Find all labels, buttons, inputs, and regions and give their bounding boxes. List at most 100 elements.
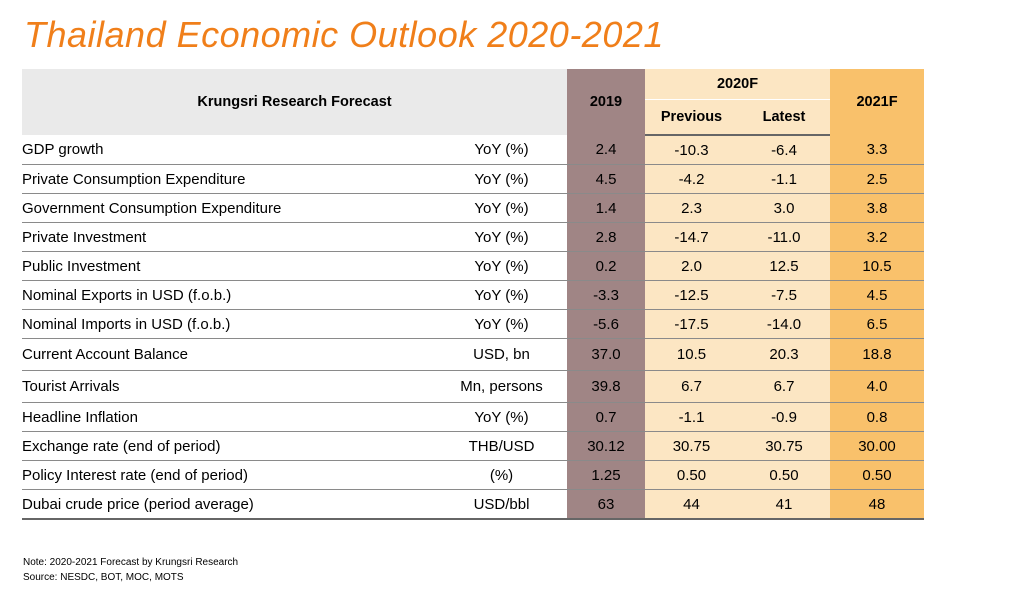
indicator-cell: Government Consumption Expenditure xyxy=(22,193,436,223)
indicator-cell: Nominal Exports in USD (f.o.b.) xyxy=(22,280,436,310)
table-row: Nominal Exports in USD (f.o.b.) YoY (%) -3… xyxy=(22,280,924,310)
value-latest-cell: 3.0 xyxy=(738,193,830,223)
value-previous-cell: 6.7 xyxy=(645,370,738,403)
forecast-table: Krungsri Research Forecast 2019 2020F 20… xyxy=(22,69,924,520)
unit-cell: YoY (%) xyxy=(436,280,567,310)
table-row: Tourist Arrivals Mn, persons 39.8 6.7 6.7 4.0 xyxy=(22,370,924,403)
indicator-cell: Dubai crude price (period average) xyxy=(22,489,436,520)
value-2021f-cell: 3.2 xyxy=(830,222,924,252)
unit-cell: USD, bn xyxy=(436,338,567,371)
value-2019-cell: 37.0 xyxy=(567,338,645,371)
indicator-cell: Private Consumption Expenditure xyxy=(22,164,436,194)
value-latest-cell: -14.0 xyxy=(738,309,830,339)
indicator-cell: Tourist Arrivals xyxy=(22,370,436,403)
value-previous-cell: 2.3 xyxy=(645,193,738,223)
value-latest-cell: -7.5 xyxy=(738,280,830,310)
indicator-cell: Headline Inflation xyxy=(22,402,436,432)
indicator-cell: Nominal Imports in USD (f.o.b.) xyxy=(22,309,436,339)
unit-cell: YoY (%) xyxy=(436,193,567,223)
value-2019-cell: 2.8 xyxy=(567,222,645,252)
source-text: Source: NESDC, BOT, MOC, MOTS xyxy=(23,572,184,583)
value-previous-cell: 0.50 xyxy=(645,460,738,490)
value-previous-cell: -12.5 xyxy=(645,280,738,310)
value-2021f-cell: 4.5 xyxy=(830,280,924,310)
value-previous-cell: -1.1 xyxy=(645,402,738,432)
header-previous: Previous xyxy=(645,99,738,136)
value-2019-cell: -3.3 xyxy=(567,280,645,310)
value-latest-cell: 6.7 xyxy=(738,370,830,403)
value-previous-cell: -17.5 xyxy=(645,309,738,339)
value-latest-cell: 20.3 xyxy=(738,338,830,371)
value-latest-cell: 41 xyxy=(738,489,830,520)
table-row: Government Consumption Expenditure YoY (%… xyxy=(22,193,924,223)
unit-cell: YoY (%) xyxy=(436,222,567,252)
indicator-cell: Private Investment xyxy=(22,222,436,252)
indicator-cell: Policy Interest rate (end of period) xyxy=(22,460,436,490)
value-2021f-cell: 48 xyxy=(830,489,924,520)
table-row: Headline Inflation YoY (%) 0.7 -1.1 -0.9 0.8 xyxy=(22,402,924,432)
value-latest-cell: 30.75 xyxy=(738,431,830,461)
note-text: Note: 2020-2021 Forecast by Krungsri Res… xyxy=(23,557,239,568)
value-2021f-cell: 18.8 xyxy=(830,338,924,371)
value-2021f-cell: 2.5 xyxy=(830,164,924,194)
value-2021f-cell: 0.8 xyxy=(830,402,924,432)
value-latest-cell: -6.4 xyxy=(738,135,830,165)
value-previous-cell: 30.75 xyxy=(645,431,738,461)
value-2021f-cell: 30.00 xyxy=(830,431,924,461)
unit-cell: (%) xyxy=(436,460,567,490)
value-2019-cell: 30.12 xyxy=(567,431,645,461)
table-row: Exchange rate (end of period) THB/USD 30.1… xyxy=(22,431,924,461)
table-body: GDP growth YoY (%) 2.4 -10.3 -6.4 3.3 Private … xyxy=(22,135,924,520)
value-previous-cell: -10.3 xyxy=(645,135,738,165)
header-latest: Latest xyxy=(738,99,830,136)
value-2019-cell: 1.25 xyxy=(567,460,645,490)
table-row: Private Investment YoY (%) 2.8 -14.7 -11.0 3.… xyxy=(22,222,924,252)
value-previous-cell: 10.5 xyxy=(645,338,738,371)
unit-cell: Mn, persons xyxy=(436,370,567,403)
value-previous-cell: 2.0 xyxy=(645,251,738,281)
unit-cell: YoY (%) xyxy=(436,402,567,432)
indicator-cell: GDP growth xyxy=(22,135,436,165)
unit-cell: YoY (%) xyxy=(436,309,567,339)
page-title: Thailand Economic Outlook 2020-2021 xyxy=(24,14,664,55)
table-row: Dubai crude price (period average) USD/bb… xyxy=(22,489,924,520)
indicator-cell: Current Account Balance xyxy=(22,338,436,371)
table-row: Nominal Imports in USD (f.o.b.) YoY (%) -5… xyxy=(22,309,924,339)
unit-cell: YoY (%) xyxy=(436,164,567,194)
header-2019: 2019 xyxy=(567,69,645,135)
footnotes: Note: 2020-2021 Forecast by Krungsri Res… xyxy=(23,555,238,585)
value-latest-cell: -0.9 xyxy=(738,402,830,432)
value-2019-cell: 4.5 xyxy=(567,164,645,194)
value-2021f-cell: 6.5 xyxy=(830,309,924,339)
value-2021f-cell: 4.0 xyxy=(830,370,924,403)
value-latest-cell: 12.5 xyxy=(738,251,830,281)
value-2019-cell: 1.4 xyxy=(567,193,645,223)
unit-cell: THB/USD xyxy=(436,431,567,461)
table-row: Public Investment YoY (%) 0.2 2.0 12.5 10.5 xyxy=(22,251,924,281)
value-2019-cell: 63 xyxy=(567,489,645,520)
unit-cell: USD/bbl xyxy=(436,489,567,520)
value-2021f-cell: 3.8 xyxy=(830,193,924,223)
unit-cell: YoY (%) xyxy=(436,251,567,281)
value-2019-cell: -5.6 xyxy=(567,309,645,339)
header-2020f: 2020F xyxy=(645,69,830,100)
table-row: Private Consumption Expenditure YoY (%) 4.… xyxy=(22,164,924,194)
value-previous-cell: -14.7 xyxy=(645,222,738,252)
value-2021f-cell: 10.5 xyxy=(830,251,924,281)
value-previous-cell: -4.2 xyxy=(645,164,738,194)
unit-cell: YoY (%) xyxy=(436,135,567,165)
value-2019-cell: 2.4 xyxy=(567,135,645,165)
value-2019-cell: 0.2 xyxy=(567,251,645,281)
value-2021f-cell: 0.50 xyxy=(830,460,924,490)
indicator-cell: Public Investment xyxy=(22,251,436,281)
value-latest-cell: -11.0 xyxy=(738,222,830,252)
indicator-cell: Exchange rate (end of period) xyxy=(22,431,436,461)
value-previous-cell: 44 xyxy=(645,489,738,520)
value-2019-cell: 39.8 xyxy=(567,370,645,403)
header-label: Krungsri Research Forecast xyxy=(22,69,567,135)
table-row: Policy Interest rate (end of period) (%) 1… xyxy=(22,460,924,490)
header-2021f: 2021F xyxy=(830,69,924,135)
value-latest-cell: -1.1 xyxy=(738,164,830,194)
table-row: GDP growth YoY (%) 2.4 -10.3 -6.4 3.3 xyxy=(22,135,924,165)
table-row: Current Account Balance USD, bn 37.0 10.5 20… xyxy=(22,338,924,371)
